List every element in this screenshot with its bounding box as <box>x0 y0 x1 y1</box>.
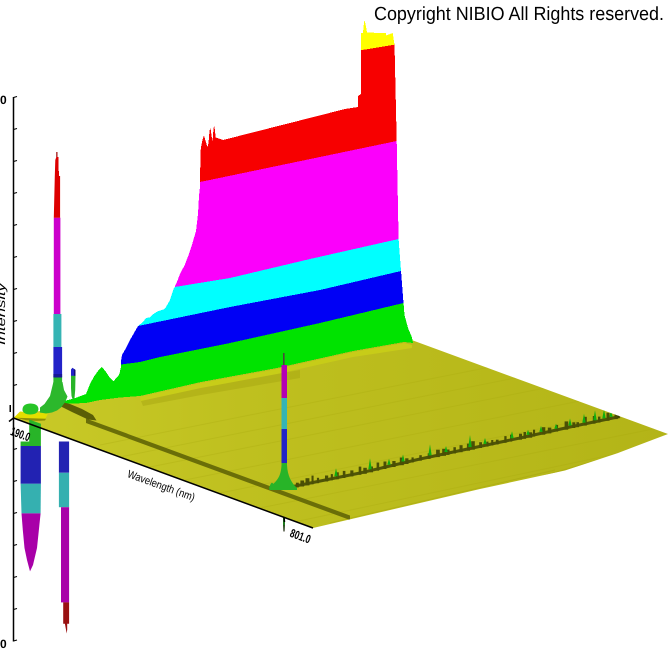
svg-text:190.0: 190.0 <box>9 424 33 444</box>
svg-text:Intensity: Intensity <box>0 281 8 345</box>
svg-text:Copyright NIBIO All Rights res: Copyright NIBIO All Rights reserved. <box>374 4 664 25</box>
svg-text:0: 0 <box>0 637 7 651</box>
svg-text:0: 0 <box>0 93 7 107</box>
svg-text:801.0: 801.0 <box>288 526 313 546</box>
